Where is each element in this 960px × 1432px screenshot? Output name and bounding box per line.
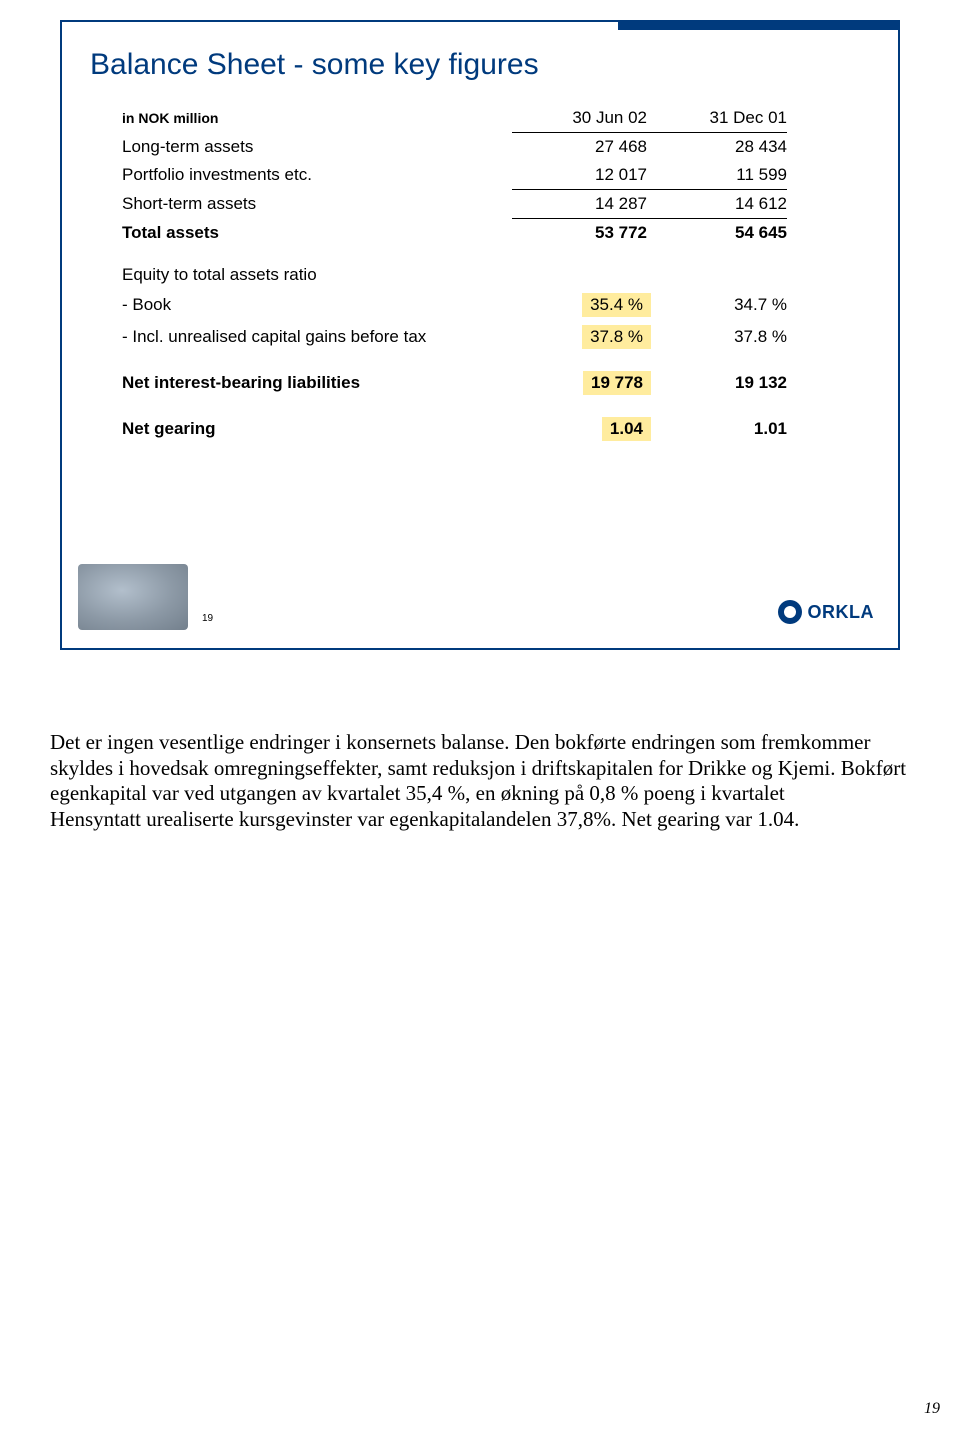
spacer-row [122,399,787,413]
row-label: Short-term assets [122,190,512,219]
table-row-highlight: Net interest-bearing liabilities 19 778 … [122,367,787,399]
row-value: 19 778 [512,367,647,399]
row-label: - Book [122,289,512,321]
row-value: 35.4 % [512,289,647,321]
table-row: Equity to total assets ratio [122,261,787,289]
row-value: 1.04 [512,413,647,445]
highlight-cell: 37.8 % [582,325,651,349]
highlight-cell: 19 778 [583,371,651,395]
speaker-notes: Det er ingen vesentlige endringer i kons… [50,730,910,832]
row-value: 54 645 [647,219,787,248]
orkla-logo-text: ORKLA [808,602,875,623]
row-value: 19 132 [647,367,787,399]
table-header-row: in NOK million 30 Jun 02 31 Dec 01 [122,104,787,133]
spacer-row [122,247,787,261]
row-label: - Incl. unrealised capital gains before … [122,321,512,353]
col-header-2: 31 Dec 01 [647,104,787,133]
orkla-logo: ORKLA [778,600,875,624]
gear-icon [778,600,802,624]
row-value: 37.8 % [647,321,787,353]
row-label: Total assets [122,219,512,248]
table-row-highlight: Net gearing 1.04 1.01 [122,413,787,445]
row-value: 28 434 [647,133,787,162]
top-accent-bar [618,22,898,30]
row-value: 27 468 [512,133,647,162]
row-label: Long-term assets [122,133,512,162]
table-row-highlight: - Incl. unrealised capital gains before … [122,321,787,353]
row-value: 53 772 [512,219,647,248]
row-value: 11 599 [647,161,787,190]
row-value: 14 612 [647,190,787,219]
row-label: Net gearing [122,413,512,445]
row-value: 37.8 % [512,321,647,353]
spacer-row [122,353,787,367]
decorative-photo [78,564,188,630]
row-value: 1.01 [647,413,787,445]
slide-frame: Balance Sheet - some key figures in NOK … [60,20,900,650]
highlight-cell: 35.4 % [582,293,651,317]
balance-sheet-table: in NOK million 30 Jun 02 31 Dec 01 Long-… [122,104,787,445]
col-header-1: 30 Jun 02 [512,104,647,133]
notes-paragraph: Det er ingen vesentlige endringer i kons… [50,730,910,832]
slide-page-number: 19 [202,613,213,624]
table-row: Short-term assets 14 287 14 612 [122,190,787,219]
highlight-cell: 1.04 [602,417,651,441]
table-row: Long-term assets 27 468 28 434 [122,133,787,162]
unit-label: in NOK million [122,104,512,133]
slide-title: Balance Sheet - some key figures [62,30,898,100]
row-label: Equity to total assets ratio [122,261,512,289]
table-row: Portfolio investments etc. 12 017 11 599 [122,161,787,190]
table-row-highlight: - Book 35.4 % 34.7 % [122,289,787,321]
table-row-total: Total assets 53 772 54 645 [122,219,787,248]
row-value [512,261,647,289]
row-label: Net interest-bearing liabilities [122,367,512,399]
row-label: Portfolio investments etc. [122,161,512,190]
page-number: 19 [924,1400,940,1418]
row-value: 34.7 % [647,289,787,321]
row-value: 14 287 [512,190,647,219]
row-value: 12 017 [512,161,647,190]
row-value [647,261,787,289]
